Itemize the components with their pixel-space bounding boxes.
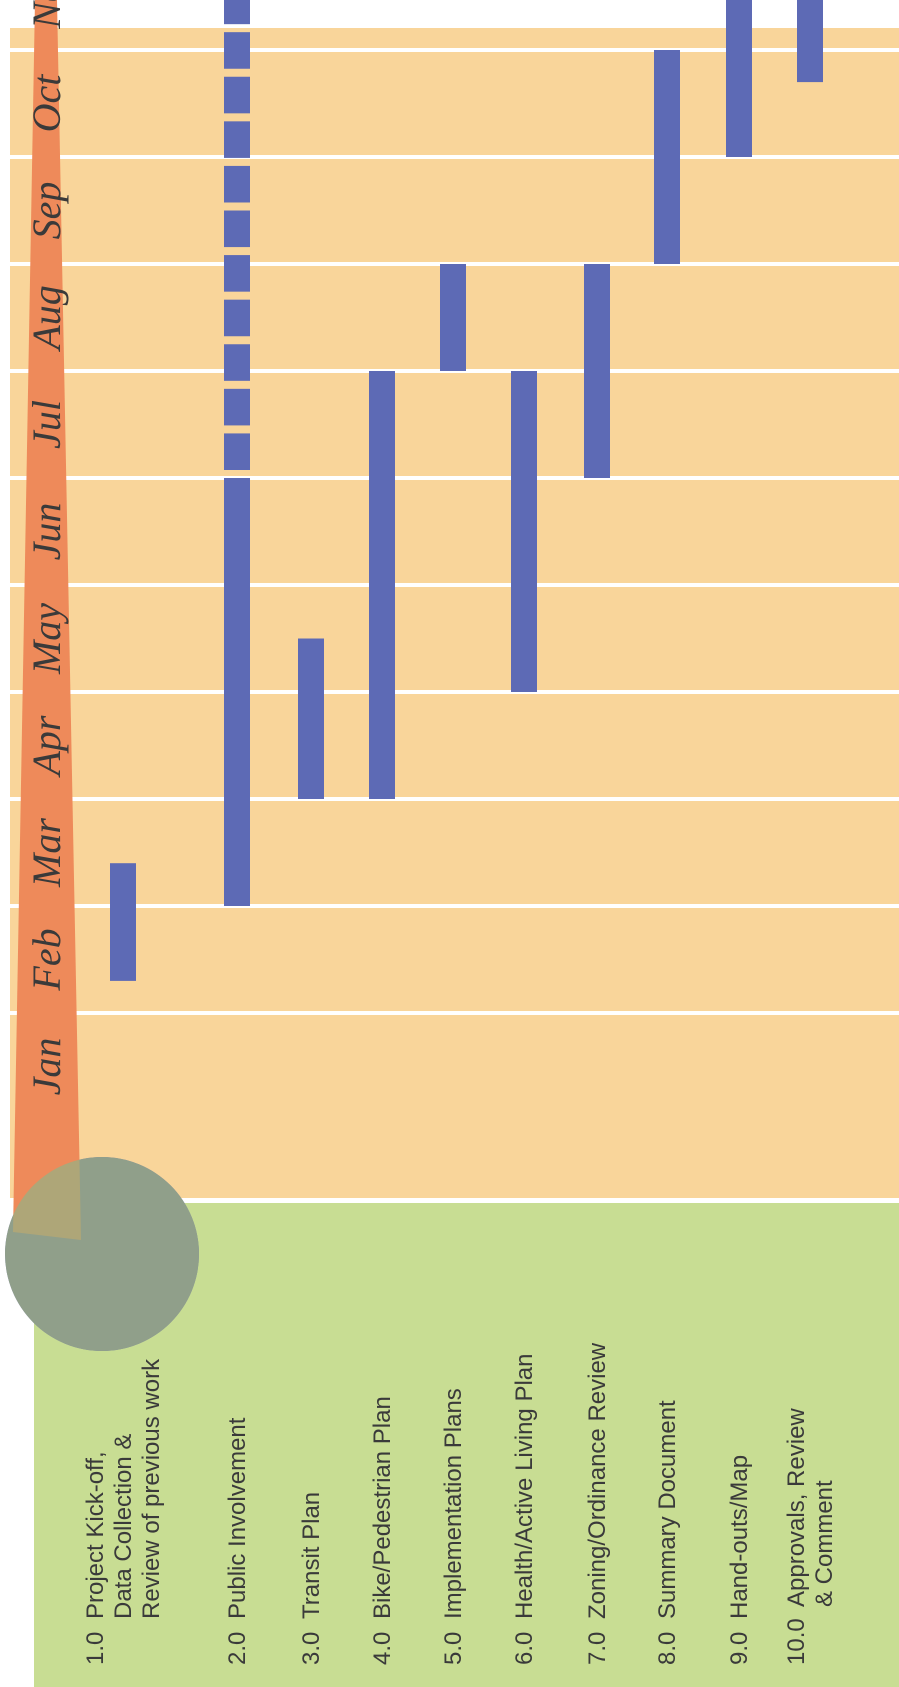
task-label: 9.0 Hand-outs/Map (726, 1455, 753, 1665)
task-number: 4.0 (369, 1632, 396, 1665)
task-bar-dashed-segment (224, 0, 250, 24)
task-name-line: Public Involvement (224, 1417, 251, 1619)
task-name-line: Approvals, Review (783, 1408, 810, 1607)
task-name-line: Data Collection & (110, 1434, 137, 1619)
task-name-line: Transit Plan (298, 1492, 325, 1619)
task-name-line: Health/Active Living Plan (511, 1354, 538, 1619)
task-bar (298, 639, 324, 800)
task-name-line: Zoning/Ordinance Review (584, 1342, 611, 1619)
task-number: 5.0 (440, 1632, 467, 1665)
month-label: Sep (24, 182, 69, 240)
task-name-line: Project Kick-off, (82, 1451, 109, 1619)
task-bar-dashed-segment (224, 255, 250, 292)
month-label: Apr (24, 715, 69, 778)
month-label: Nov (24, 0, 69, 30)
task-number: 1.0 (82, 1632, 109, 1665)
task-bar (797, 0, 823, 82)
month-label: Mar (24, 818, 69, 888)
month-label: Aug (24, 285, 69, 352)
month-label: Jan (24, 1038, 69, 1096)
task-bar-dashed-segment (224, 121, 250, 158)
task-bar (654, 50, 680, 264)
task-label: 3.0 Transit Plan (298, 1492, 325, 1665)
task-bar-dashed-segment (224, 77, 250, 114)
task-label: 7.0 Zoning/Ordinance Review (584, 1342, 611, 1665)
task-number: 10.0 (783, 1618, 810, 1665)
task-bar (224, 478, 250, 906)
task-bar-dashed-segment (224, 166, 250, 203)
task-bar (369, 371, 395, 799)
task-bar (440, 264, 466, 371)
task-name-line: Bike/Pedestrian Plan (369, 1396, 396, 1619)
task-bar-dashed-segment (224, 211, 250, 248)
month-label: Feb (24, 928, 69, 991)
month-label: Oct (24, 74, 69, 133)
task-bar-dashed-segment (224, 344, 250, 381)
month-label: Jun (24, 503, 69, 561)
task-bar-dashed-segment (224, 300, 250, 337)
task-number: 3.0 (298, 1632, 325, 1665)
task-bar (511, 371, 537, 692)
task-name-line: Implementation Plans (440, 1388, 467, 1619)
month-label: May (24, 603, 69, 675)
task-bar-dashed-segment (224, 433, 250, 470)
task-name-line: Hand-outs/Map (726, 1455, 753, 1619)
task-bar (726, 0, 752, 157)
task-bar (110, 863, 136, 981)
task-number: 9.0 (726, 1632, 753, 1665)
task-name-line: Summary Document (654, 1400, 681, 1619)
task-name-line: & Comment (811, 1480, 838, 1607)
task-number: 2.0 (224, 1632, 251, 1665)
task-bar-dashed-segment (224, 389, 250, 426)
month-label: Jul (24, 400, 69, 449)
chart-area (10, 28, 899, 1198)
task-number: 8.0 (654, 1632, 681, 1665)
task-label: 6.0 Health/Active Living Plan (511, 1354, 538, 1665)
task-name-line: Review of previous work (138, 1358, 165, 1619)
task-number: 7.0 (584, 1632, 611, 1665)
task-bar (584, 264, 610, 478)
decorative-translucent-circle (5, 1157, 199, 1351)
task-number: 6.0 (511, 1632, 538, 1665)
task-bar-dashed-segment (224, 32, 250, 69)
